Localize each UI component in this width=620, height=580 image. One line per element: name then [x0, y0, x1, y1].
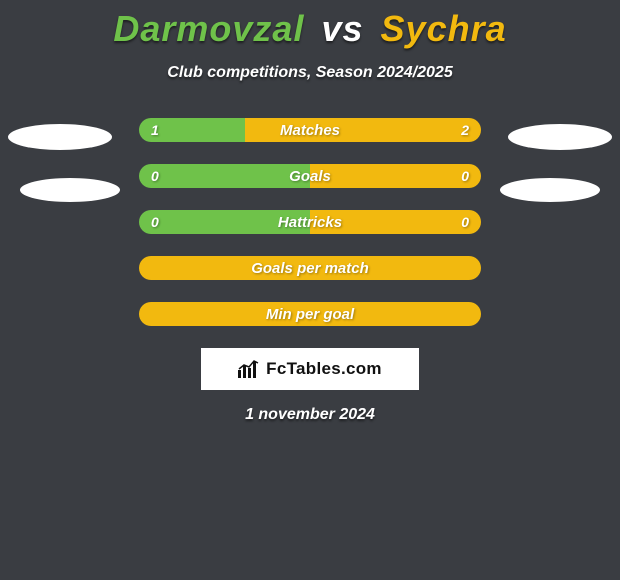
snapshot-date: 1 november 2024 [0, 406, 620, 424]
stat-value-left: 1 [151, 118, 159, 142]
stat-value-right: 0 [461, 210, 469, 234]
stat-label: Goals per match [251, 260, 369, 277]
brand-text: FcTables.com [266, 359, 382, 379]
player2-photo-placeholder-top [508, 124, 612, 150]
chart-icon [238, 360, 260, 378]
stat-bar-left [139, 164, 310, 188]
vs-separator: vs [321, 8, 363, 49]
stat-label: Matches [280, 122, 340, 139]
brand-badge: FcTables.com [201, 348, 419, 390]
stat-value-right: 0 [461, 164, 469, 188]
stat-label: Hattricks [278, 214, 342, 231]
player2-name: Sychra [381, 8, 507, 49]
stat-value-left: 0 [151, 164, 159, 188]
stat-value-right: 2 [461, 118, 469, 142]
player1-name: Darmovzal [113, 8, 304, 49]
stat-row: Goals 0 0 [139, 164, 481, 188]
stat-row: Min per goal [139, 302, 481, 326]
season-subtitle: Club competitions, Season 2024/2025 [0, 64, 620, 82]
stat-row: Goals per match [139, 256, 481, 280]
player1-photo-placeholder-top [8, 124, 112, 150]
player1-photo-placeholder-bottom [20, 178, 120, 202]
stat-label: Goals [289, 168, 331, 185]
player2-photo-placeholder-bottom [500, 178, 600, 202]
stat-row: Hattricks 0 0 [139, 210, 481, 234]
comparison-title: Darmovzal vs Sychra [0, 0, 620, 50]
stats-container: Matches 1 2 Goals 0 0 Hattricks 0 0 Goals per mat… [139, 118, 481, 326]
stat-row: Matches 1 2 [139, 118, 481, 142]
stat-bar-right [310, 164, 481, 188]
stat-label: Min per goal [266, 306, 354, 323]
stat-value-left: 0 [151, 210, 159, 234]
